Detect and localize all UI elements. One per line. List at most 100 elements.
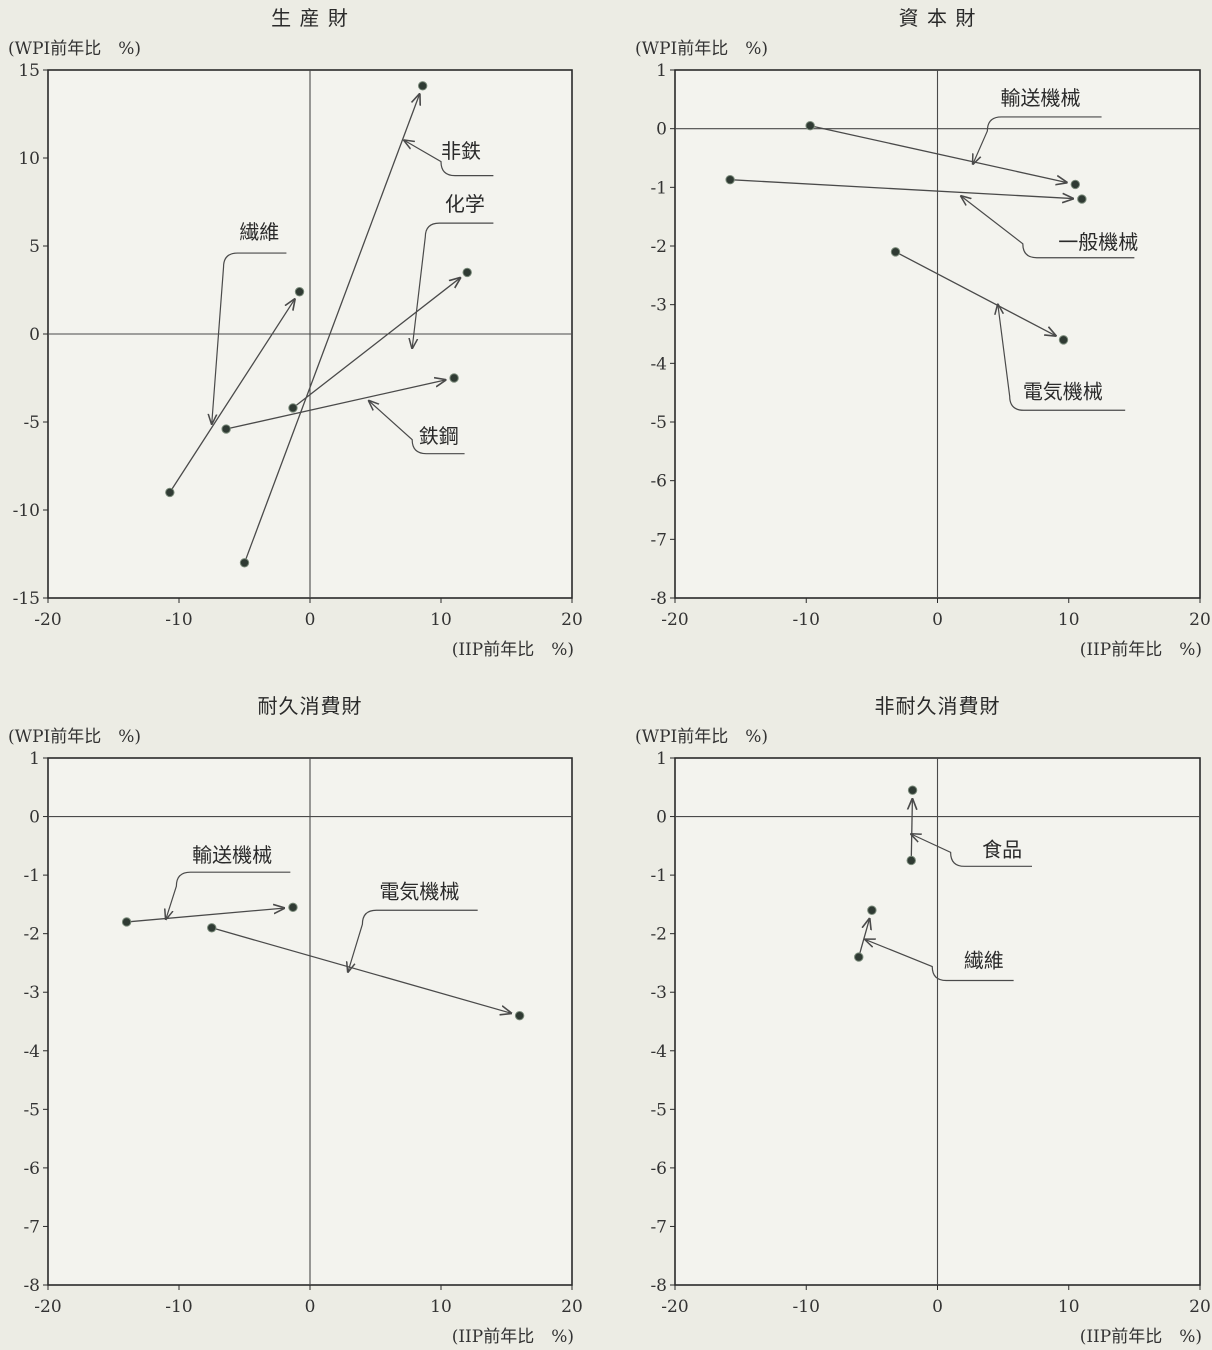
x-tick-label: 0: [932, 1297, 943, 1317]
y-tick-label: -2: [650, 237, 667, 257]
series-arrow-輸送機械: [810, 125, 1066, 183]
plot-frame: [674, 757, 1201, 1286]
plot-frame: [674, 69, 1201, 599]
y-tick-label: -8: [650, 589, 667, 609]
series-arrow-繊維: [169, 299, 295, 493]
point-start-鉄鋼: [221, 424, 231, 434]
x-tick-label: -20: [34, 1297, 61, 1317]
x-tick-label: 10: [430, 1297, 452, 1317]
y-tick-label: -7: [23, 1217, 40, 1237]
x-tick-label: -20: [34, 610, 61, 630]
point-end-化学: [462, 267, 472, 278]
y-tick-label: 10: [18, 149, 40, 169]
callout-leader-食品: [911, 834, 1032, 867]
y-axis-label: (WPI前年比 %): [8, 727, 141, 747]
y-tick-label: 1: [656, 749, 667, 769]
x-tick-label: -10: [165, 1297, 192, 1317]
y-tick-label: -2: [23, 925, 40, 945]
x-tick-label: 20: [561, 610, 583, 630]
series-arrow-電気機械: [895, 251, 1056, 336]
y-tick-label: 15: [18, 61, 40, 81]
point-start-電気機械: [207, 923, 217, 933]
point-end-繊維: [867, 905, 877, 915]
chart-title: 生 産 財: [271, 6, 349, 30]
y-tick-label: -5: [650, 1100, 667, 1120]
x-tick-label: 0: [305, 1297, 316, 1317]
x-tick-label: 0: [932, 610, 943, 630]
point-end-一般機械: [1077, 194, 1087, 204]
y-tick-label: 1: [656, 61, 667, 81]
chart-title: 資 本 財: [899, 6, 977, 30]
y-tick-label: -1: [23, 866, 40, 886]
x-tick-label: -10: [793, 610, 820, 630]
series-arrow-鉄鋼: [226, 380, 445, 430]
series-label-鉄鋼: 鉄鋼: [419, 424, 459, 448]
y-tick-label: -6: [23, 1159, 40, 1179]
x-tick-label: -20: [661, 1297, 688, 1317]
series-arrow-食品: [911, 799, 912, 861]
series-label-化学: 化学: [445, 192, 485, 216]
x-tick-label: 10: [1058, 610, 1080, 630]
series-label-一般機械: 一般機械: [1058, 230, 1138, 254]
callout-leader-化学: [412, 222, 494, 348]
callout-leader-非鉄: [404, 140, 494, 177]
x-tick-label: 10: [430, 610, 452, 630]
point-start-繊維: [854, 952, 864, 962]
series-arrow-非鉄: [243, 94, 420, 564]
y-axis-label: (WPI前年比 %): [635, 727, 768, 747]
point-start-繊維: [165, 487, 175, 498]
series-label-繊維: 繊維: [964, 949, 1004, 973]
y-tick-label: 1: [29, 749, 40, 769]
x-tick-label: 20: [561, 1297, 583, 1317]
y-tick-label: -15: [13, 589, 40, 609]
x-axis-label: (IIP前年比 %): [1080, 1327, 1202, 1347]
point-end-鉄鋼: [449, 373, 459, 383]
y-tick-label: -2: [650, 925, 667, 945]
x-tick-label: 10: [1058, 1297, 1080, 1317]
callout-leader-繊維: [865, 940, 1014, 982]
callout-leader-電気機械: [998, 305, 1126, 411]
series-label-繊維: 繊維: [239, 220, 279, 244]
point-end-電気機械: [1058, 335, 1069, 345]
series-label-電気機械: 電気機械: [379, 880, 459, 904]
point-start-輸送機械: [121, 917, 132, 927]
chart-title: 非耐久消費財: [875, 694, 1001, 718]
y-tick-label: -1: [650, 178, 667, 198]
x-tick-label: 20: [1189, 1297, 1211, 1317]
y-tick-label: -5: [650, 413, 667, 433]
y-tick-label: -3: [23, 983, 40, 1003]
y-axis-label: (WPI前年比 %): [635, 39, 768, 59]
point-end-電気機械: [514, 1010, 525, 1021]
series-label-食品: 食品: [982, 837, 1022, 861]
x-tick-label: 20: [1189, 610, 1211, 630]
plot-frame: [47, 69, 573, 599]
point-end-非鉄: [417, 81, 428, 91]
x-tick-label: -10: [793, 1297, 820, 1317]
point-start-食品: [906, 855, 916, 866]
x-tick-label: -10: [165, 610, 192, 630]
callout-leader-繊維: [212, 252, 287, 424]
y-tick-label: -7: [650, 530, 667, 550]
x-axis-label: (IIP前年比 %): [1080, 640, 1202, 660]
y-tick-label: -8: [650, 1276, 667, 1296]
y-tick-label: -7: [650, 1217, 667, 1237]
series-label-輸送機械: 輸送機械: [192, 843, 272, 867]
point-end-輸送機械: [288, 902, 298, 913]
y-tick-label: -5: [23, 413, 40, 433]
y-tick-label: -5: [23, 1100, 40, 1120]
chart-title: 耐久消費財: [258, 694, 363, 718]
callout-leader-一般機械: [961, 196, 1135, 259]
y-axis-label: (WPI前年比 %): [8, 39, 141, 59]
y-tick-label: -6: [650, 472, 667, 492]
x-tick-label: 0: [305, 610, 316, 630]
point-end-繊維: [294, 287, 305, 297]
x-tick-label: -20: [661, 610, 688, 630]
callout-leader-鉄鋼: [369, 401, 465, 455]
y-tick-label: -1: [650, 866, 667, 886]
point-end-輸送機械: [1070, 179, 1081, 190]
